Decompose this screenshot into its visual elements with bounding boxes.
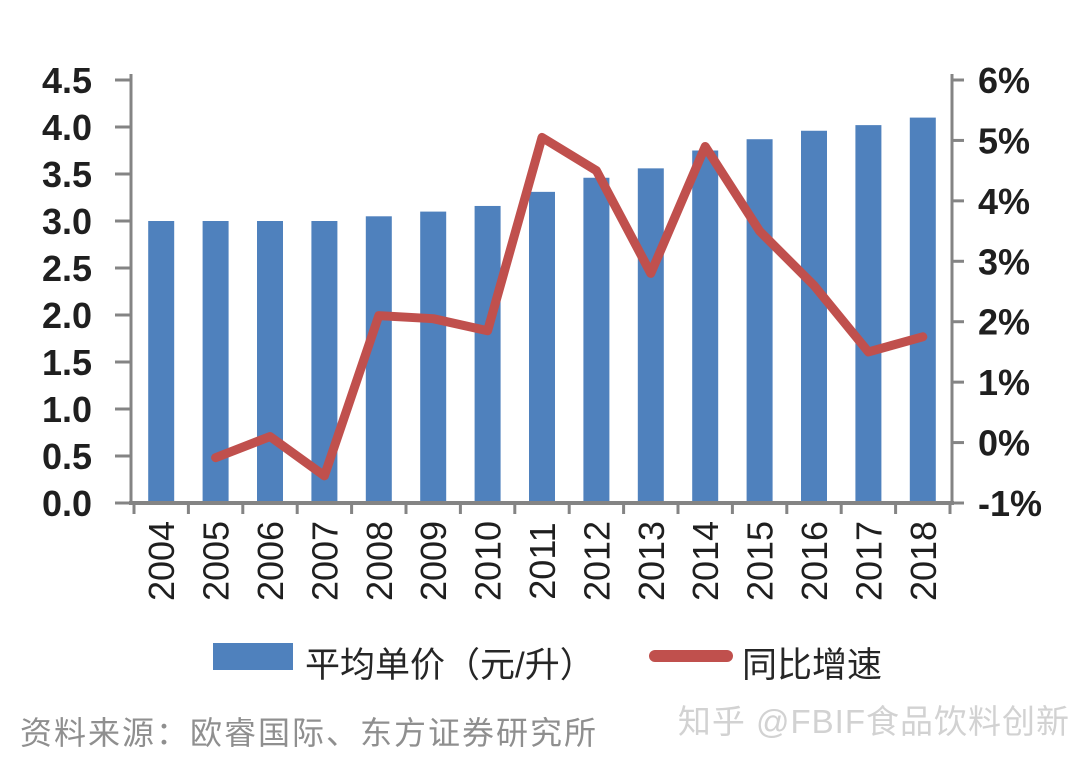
right-axis-tick-label: 1% <box>978 362 1030 403</box>
bar-2004 <box>148 221 175 503</box>
right-axis-tick-label: 6% <box>978 60 1030 101</box>
x-axis-year-label: 2008 <box>359 521 400 601</box>
line-group <box>211 132 928 481</box>
bars-group <box>148 117 936 504</box>
right-axis-tick-label: 3% <box>978 241 1030 282</box>
x-axis-year-label: 2016 <box>794 521 835 601</box>
right-axis-tick-label: 2% <box>978 302 1030 343</box>
legend-line-swatch <box>649 650 733 662</box>
right-axis-tick-label: -1% <box>978 483 1042 524</box>
left-axis-tick-label: 1.0 <box>42 389 92 430</box>
left-axis-tick-label: 4.5 <box>42 60 92 101</box>
left-axis-tick-label: 1.5 <box>42 342 92 383</box>
bar-2014 <box>692 150 719 503</box>
bar-2008 <box>365 216 392 504</box>
left-axis-tick-label: 2.0 <box>42 295 92 336</box>
bar-2018 <box>909 117 936 503</box>
x-axis-year-label: 2018 <box>903 521 944 601</box>
x-axis-year-label: 2011 <box>522 522 563 599</box>
right-axis-tick-label: 5% <box>978 120 1030 161</box>
x-axis-year-label: 2009 <box>413 521 454 601</box>
x-axis-year-label: 2006 <box>250 521 291 601</box>
x-axis-labels: 2004 2005 2006 2007 2008 2009 2010 2011 2012 2013… <box>141 521 944 601</box>
left-axis-tick-label: 3.0 <box>42 201 92 242</box>
legend-bar-label: 平均单价（元/升） <box>305 646 595 685</box>
left-axis-tick-label: 0.0 <box>42 483 92 524</box>
left-axis-tick-label: 0.5 <box>42 436 92 477</box>
watermark: 知乎 @FBIF食品饮料创新 <box>677 703 1070 740</box>
bar-2015 <box>746 139 773 503</box>
bar-2016 <box>801 130 827 503</box>
x-axis-year-label: 2017 <box>848 521 889 601</box>
x-axis-year-label: 2014 <box>685 521 726 601</box>
bar-2011 <box>529 191 555 504</box>
left-axis-tick-label: 2.5 <box>42 248 92 289</box>
bar-2013 <box>637 168 664 504</box>
growth-line <box>211 132 928 481</box>
left-axis-labels: 0.0 0.5 1.0 1.5 2.0 2.5 3.0 3.5 4.0 4.5 <box>42 60 92 524</box>
bar-2010 <box>474 205 501 503</box>
x-axis-year-label: 2010 <box>468 521 509 601</box>
right-axis-labels: -1% 0% 1% 2% 3% 4% 5% 6% <box>978 60 1042 524</box>
x-axis-year-label: 2005 <box>196 521 237 601</box>
legend-line-label: 同比增速 <box>742 646 883 685</box>
left-axis-tick-label: 3.5 <box>42 154 92 195</box>
x-axis-year-label: 2004 <box>141 521 182 601</box>
bar-2009 <box>420 211 447 503</box>
bar-2017 <box>855 125 882 504</box>
x-axis-year-label: 2012 <box>576 521 617 601</box>
axes-group <box>115 74 964 514</box>
source-note: 资料来源：欧睿国际、东方证券研究所 <box>20 715 599 751</box>
bar-2012 <box>583 177 610 503</box>
right-axis-tick-label: 4% <box>978 181 1030 222</box>
legend-bar-swatch <box>213 643 293 670</box>
x-axis-year-label: 2015 <box>740 521 781 601</box>
x-axis-year-label: 2013 <box>631 521 672 601</box>
right-axis-tick-label: 0% <box>978 423 1030 464</box>
x-axis-year-label: 2007 <box>304 521 345 601</box>
bar-2006 <box>257 221 283 503</box>
left-axis-tick-label: 4.0 <box>42 107 92 148</box>
